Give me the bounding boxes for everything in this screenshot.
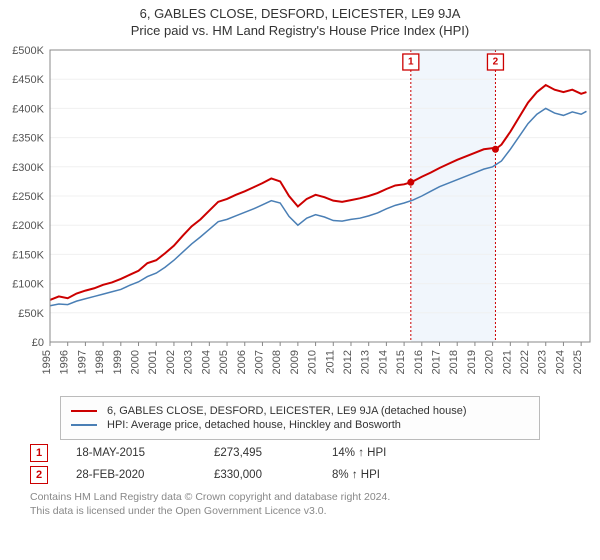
svg-text:2023: 2023 xyxy=(537,350,549,374)
svg-text:£350K: £350K xyxy=(12,133,44,145)
svg-text:2016: 2016 xyxy=(413,350,425,374)
svg-text:2008: 2008 xyxy=(271,350,283,374)
titles: 6, GABLES CLOSE, DESFORD, LEICESTER, LE9… xyxy=(0,0,600,42)
footnote-line: This data is licensed under the Open Gov… xyxy=(30,504,570,518)
sale-number-box: 2 xyxy=(30,466,48,484)
sale-date: 18-MAY-2015 xyxy=(76,447,186,459)
sale-pct: 8% ↑ HPI xyxy=(332,469,442,481)
title-sub: Price paid vs. HM Land Registry's House … xyxy=(0,23,600,38)
svg-text:2006: 2006 xyxy=(236,350,248,374)
legend: 6, GABLES CLOSE, DESFORD, LEICESTER, LE9… xyxy=(60,396,540,440)
legend-row: HPI: Average price, detached house, Hinc… xyxy=(71,419,529,431)
svg-text:2014: 2014 xyxy=(377,350,389,374)
sale-price: £273,495 xyxy=(214,447,304,459)
svg-text:2022: 2022 xyxy=(519,350,531,374)
svg-text:2000: 2000 xyxy=(130,350,142,374)
sale-number-box: 1 xyxy=(30,444,48,462)
svg-text:2025: 2025 xyxy=(572,350,584,374)
svg-text:1998: 1998 xyxy=(94,350,106,374)
chart-container: £0 £50K £100K £150K £200K £250K £300K £350K £400… xyxy=(0,42,600,390)
sales-table: 1 18-MAY-2015 £273,495 14% ↑ HPI 2 28-FE… xyxy=(30,444,570,484)
svg-text:2001: 2001 xyxy=(147,350,159,374)
svg-text:2002: 2002 xyxy=(165,350,177,374)
svg-text:£50K: £50K xyxy=(18,308,44,320)
legend-label-property: 6, GABLES CLOSE, DESFORD, LEICESTER, LE9… xyxy=(107,405,467,417)
svg-text:2013: 2013 xyxy=(360,350,372,374)
svg-text:1997: 1997 xyxy=(76,350,88,374)
price-chart: £0 £50K £100K £150K £200K £250K £300K £350K £400… xyxy=(0,42,600,390)
svg-text:2017: 2017 xyxy=(431,350,443,374)
legend-swatch-property xyxy=(71,410,97,412)
svg-text:2020: 2020 xyxy=(484,350,496,374)
svg-text:2019: 2019 xyxy=(466,350,478,374)
svg-text:£450K: £450K xyxy=(12,74,44,86)
footnote: Contains HM Land Registry data © Crown c… xyxy=(30,490,570,518)
sale-price: £330,000 xyxy=(214,469,304,481)
svg-text:2015: 2015 xyxy=(395,350,407,374)
title-main: 6, GABLES CLOSE, DESFORD, LEICESTER, LE9… xyxy=(0,6,600,21)
footnote-line: Contains HM Land Registry data © Crown c… xyxy=(30,490,570,504)
svg-text:2004: 2004 xyxy=(200,350,212,374)
sale-pct: 14% ↑ HPI xyxy=(332,447,442,459)
svg-text:2011: 2011 xyxy=(324,350,336,374)
svg-text:2003: 2003 xyxy=(183,350,195,374)
svg-text:£400K: £400K xyxy=(12,103,44,115)
svg-text:1995: 1995 xyxy=(41,350,53,374)
svg-text:£100K: £100K xyxy=(12,279,44,291)
svg-text:£150K: £150K xyxy=(12,249,44,261)
svg-text:£500K: £500K xyxy=(12,45,44,57)
svg-text:2009: 2009 xyxy=(289,350,301,374)
svg-text:2021: 2021 xyxy=(501,350,513,374)
legend-label-hpi: HPI: Average price, detached house, Hinc… xyxy=(107,419,401,431)
svg-text:2024: 2024 xyxy=(554,350,566,374)
svg-text:1: 1 xyxy=(408,57,414,68)
svg-text:2010: 2010 xyxy=(307,350,319,374)
sale-date: 28-FEB-2020 xyxy=(76,469,186,481)
svg-text:1999: 1999 xyxy=(112,350,124,374)
sales-row: 1 18-MAY-2015 £273,495 14% ↑ HPI xyxy=(30,444,570,462)
svg-text:2018: 2018 xyxy=(448,350,460,374)
svg-text:2005: 2005 xyxy=(218,350,230,374)
svg-text:£300K: £300K xyxy=(12,162,44,174)
svg-text:2007: 2007 xyxy=(253,350,265,374)
legend-row: 6, GABLES CLOSE, DESFORD, LEICESTER, LE9… xyxy=(71,405,529,417)
svg-text:1996: 1996 xyxy=(59,350,71,374)
svg-text:£0: £0 xyxy=(32,337,44,349)
sales-row: 2 28-FEB-2020 £330,000 8% ↑ HPI xyxy=(30,466,570,484)
svg-text:2: 2 xyxy=(493,57,499,68)
legend-swatch-hpi xyxy=(71,424,97,426)
svg-text:£250K: £250K xyxy=(12,191,44,203)
svg-text:2012: 2012 xyxy=(342,350,354,374)
svg-text:£200K: £200K xyxy=(12,220,44,232)
